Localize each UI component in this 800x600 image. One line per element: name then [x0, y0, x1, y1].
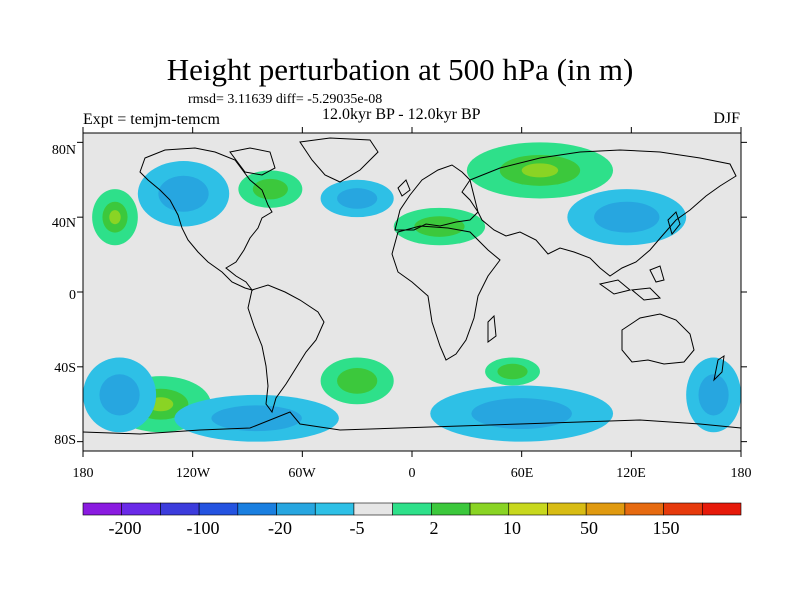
colorbar-label: 50: [580, 518, 598, 538]
lat-tick-label: 40N: [51, 216, 76, 231]
colorbar-swatch: [198, 502, 239, 516]
colorbar-swatch: [624, 502, 664, 516]
colorbar-swatch: [353, 502, 393, 516]
colorbar-swatch: [469, 502, 510, 516]
contour-fields: [83, 142, 741, 442]
colorbar-label: 10: [503, 518, 521, 538]
lon-tick-label: 180: [730, 466, 752, 481]
contour-core: [252, 178, 288, 200]
coastlines: [83, 137, 741, 435]
colorbar-swatch: [314, 502, 355, 516]
stats-line: rmsd= 3.11639 diff= -5.29035e-08: [188, 92, 383, 107]
colorbar-swatch: [508, 502, 548, 516]
contour-core: [414, 216, 465, 237]
map-title: Height perturbation at 500 hPa (in m): [166, 52, 634, 87]
colorbar-label: 150: [652, 518, 680, 538]
colorbar-swatch: [701, 502, 742, 516]
lon-tick-label: 120E: [616, 466, 646, 481]
colorbar-swatch: [276, 502, 316, 516]
experiment-label: Expt = temjm-temcm: [83, 111, 220, 128]
colorbar-label: -20: [268, 518, 292, 538]
contour-core: [594, 201, 660, 233]
contour-core: [99, 374, 140, 416]
colorbar-label: -200: [108, 518, 142, 538]
colorbar: [82, 502, 742, 516]
contour-core: [698, 374, 729, 416]
colorbar-swatch: [82, 502, 123, 516]
lon-tick-label: 180: [72, 466, 94, 481]
colorbar-label: -5: [349, 518, 365, 538]
lon-tick-label: 120W: [175, 466, 211, 481]
contour-core: [337, 188, 378, 209]
axis-ticks: [77, 127, 747, 457]
lat-tick-label: 0: [69, 288, 76, 303]
colorbar-swatch: [237, 502, 277, 516]
lat-tick-label: 80S: [54, 433, 76, 448]
lon-tick-label: 0: [408, 466, 416, 481]
contour-core: [337, 367, 378, 394]
colorbar-label: 2: [429, 518, 439, 538]
period-label: 12.0kyr BP - 12.0kyr BP: [322, 106, 481, 123]
colorbar-swatch: [663, 502, 703, 516]
colorbar-swatch: [547, 502, 587, 516]
colorbar-swatch: [431, 502, 471, 516]
colorbar-swatch: [585, 502, 626, 516]
contour-peak: [109, 210, 121, 225]
lat-tick-label: 40S: [54, 361, 76, 376]
lat-tick-label: 80N: [51, 143, 76, 158]
lon-tick-label: 60E: [510, 466, 534, 481]
contour-peak: [521, 163, 559, 178]
contour-core: [211, 405, 302, 432]
colorbar-swatch: [121, 502, 161, 516]
contour-core: [158, 175, 209, 212]
colorbar-swatch: [392, 502, 432, 516]
lon-tick-label: 60W: [288, 466, 316, 481]
colorbar-label: -100: [186, 518, 220, 538]
season-label: DJF: [713, 110, 740, 127]
contour-core: [497, 363, 528, 380]
colorbar-swatch: [160, 502, 200, 516]
contour-core: [471, 398, 572, 430]
